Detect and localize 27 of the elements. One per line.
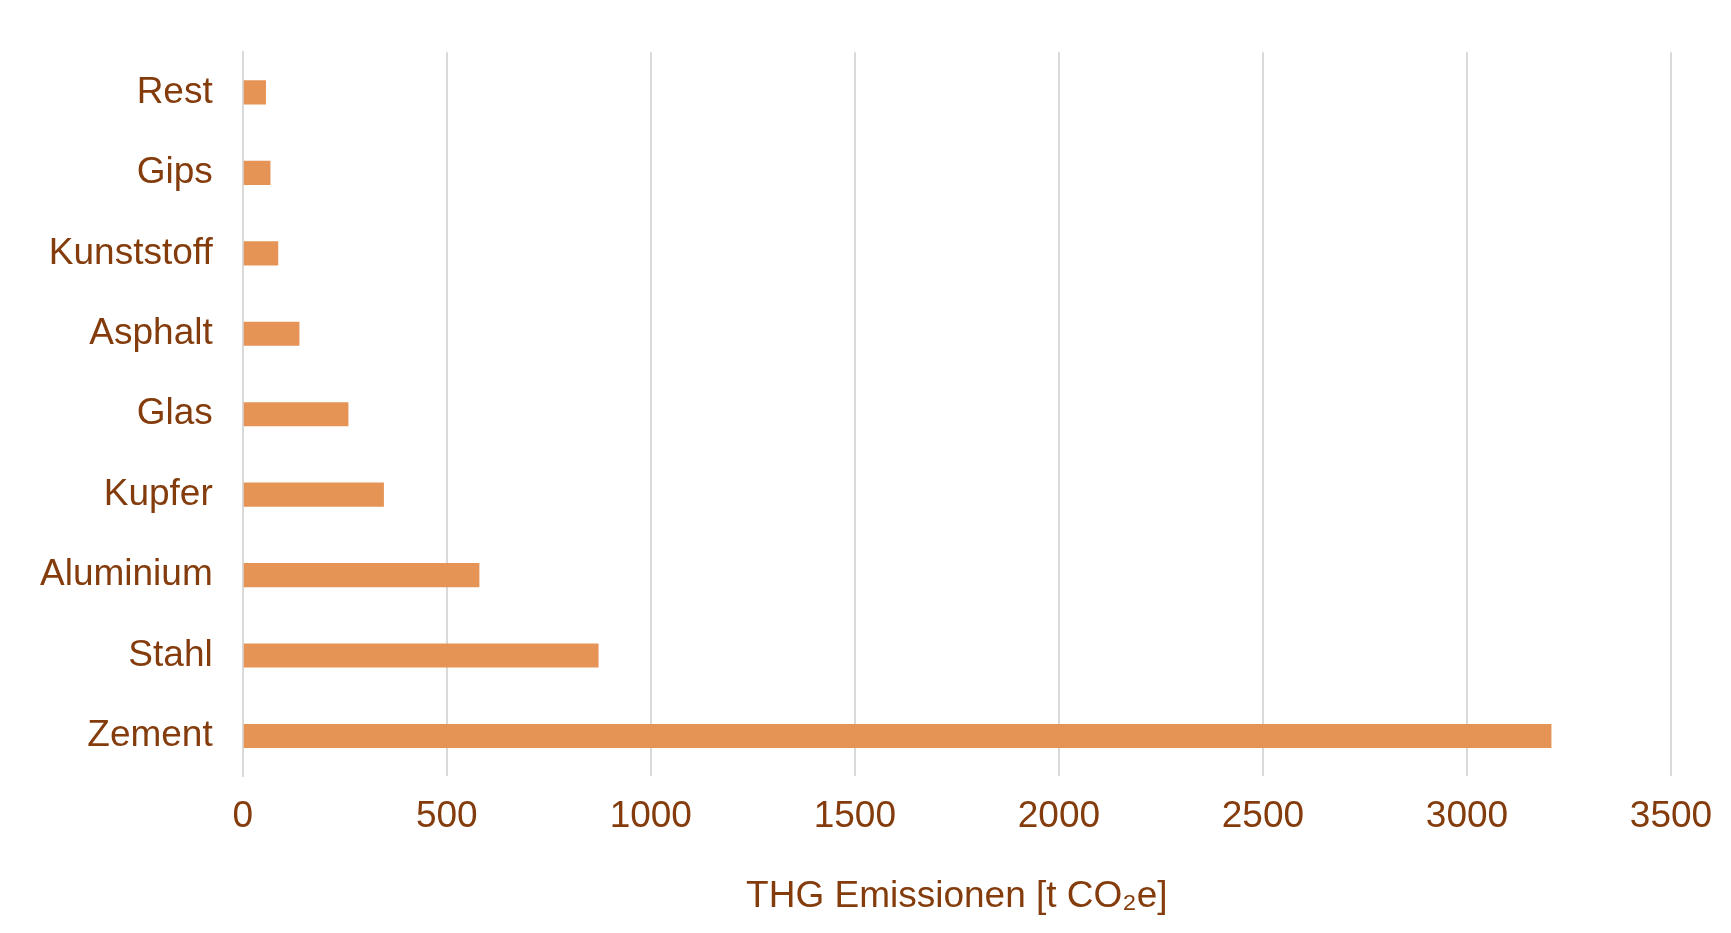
x-tick-label: 0 (232, 793, 253, 835)
x-tick-label: 1500 (813, 793, 896, 835)
bar (243, 563, 480, 588)
bar (243, 160, 271, 185)
y-tick-label: Rest (136, 69, 214, 111)
bar (243, 643, 599, 668)
bar (243, 241, 279, 266)
bar (243, 321, 300, 346)
bar (243, 723, 1552, 749)
y-tick-label: Gips (136, 150, 213, 192)
x-tick-label: 500 (415, 793, 478, 835)
bar (243, 482, 384, 507)
y-tick-label: Glas (136, 391, 213, 433)
y-tick-label: Aluminium (40, 552, 213, 594)
bar (243, 80, 266, 105)
bar (243, 402, 349, 427)
x-axis-title: THG Emissionen [t CO₂e] (746, 874, 1168, 915)
x-tick-label: 2500 (1221, 793, 1305, 835)
x-tick-label: 3000 (1425, 793, 1509, 835)
y-tick-label: Stahl (128, 632, 213, 674)
x-tick-label: 2000 (1017, 793, 1101, 835)
y-tick-label: Asphalt (89, 310, 214, 352)
x-tick-label: 1000 (609, 793, 692, 835)
y-tick-label: Kunststoff (48, 230, 214, 272)
y-tick-label: Zement (87, 713, 214, 755)
x-tick-label: 3500 (1629, 793, 1713, 835)
y-tick-label: Kupfer (103, 471, 213, 513)
